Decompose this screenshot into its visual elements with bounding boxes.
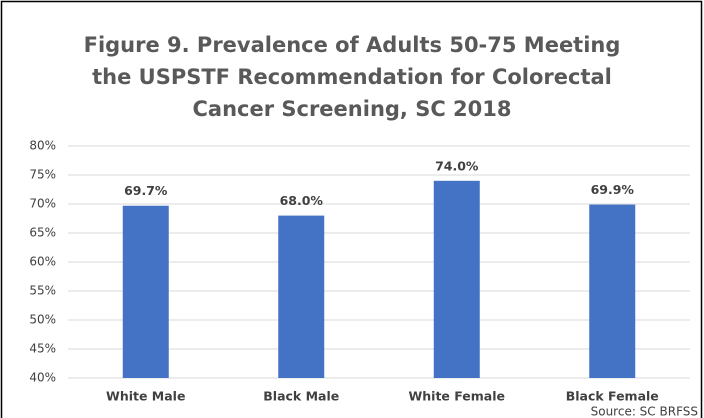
y-tick-label: 45% [29,342,56,356]
value-label: 69.7% [124,183,168,198]
value-label: 68.0% [280,193,324,208]
value-label: 74.0% [435,158,479,173]
y-tick-label: 50% [29,313,56,327]
bar [433,180,480,378]
bar [589,204,636,378]
y-tick-label: 80% [29,139,56,153]
source-note: Source: SC BRFSS [591,405,698,418]
y-tick-label: 70% [29,197,56,211]
chart-title: Figure 9. Prevalence of Adults 50-75 Mee… [84,33,621,57]
x-tick-label: Black Male [263,389,339,404]
x-tick-label: White Female [408,389,505,404]
chart-title: the USPSTF Recommendation for Colorectal [92,65,612,89]
y-tick-label: 40% [29,371,56,385]
bar [278,215,325,378]
chart-title: Cancer Screening, SC 2018 [192,97,511,121]
y-tick-label: 75% [29,168,56,182]
x-tick-label: White Male [106,389,185,404]
bar [122,205,169,378]
y-tick-label: 65% [29,226,56,240]
y-tick-label: 55% [29,284,56,298]
value-label: 69.9% [591,182,635,197]
x-tick-label: Black Female [566,389,659,404]
y-tick-label: 60% [29,255,56,269]
